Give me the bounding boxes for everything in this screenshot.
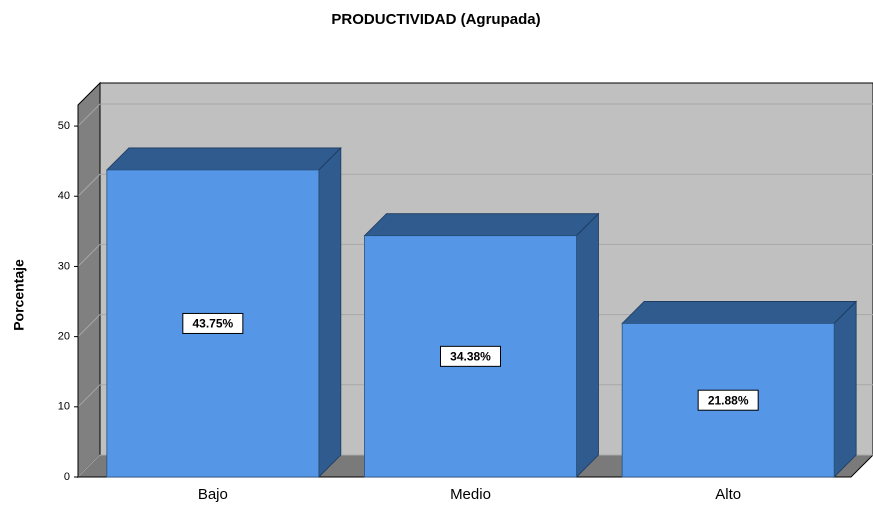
x-tick-label: Alto: [715, 486, 741, 503]
bar-side: [576, 212, 599, 478]
bar-top: [363, 213, 600, 237]
y-tick-label: 30: [58, 260, 70, 272]
grid-line: [77, 314, 101, 337]
data-label-box: [182, 312, 244, 334]
y-tick-label: 20: [58, 331, 70, 343]
x-tick-label: Medio: [450, 486, 491, 503]
bar-top: [105, 147, 342, 171]
grid-line: [77, 244, 101, 267]
grid-line: [77, 103, 101, 127]
data-label: 43.75%: [192, 317, 233, 331]
bar-top: [621, 301, 858, 324]
bar-side: [833, 300, 857, 478]
chart-title: PRODUCTIVIDAD (Agrupada): [331, 11, 540, 28]
data-label: 21.88%: [708, 393, 749, 407]
y-tick-label: 10: [58, 401, 70, 413]
data-label-box: [697, 389, 759, 411]
grid-line: [77, 384, 101, 408]
x-tick-label: Bajo: [198, 486, 228, 503]
data-label: 34.38%: [450, 350, 491, 364]
grid-line: [77, 454, 101, 478]
y-tick-label: 50: [58, 120, 70, 132]
left-wall: [77, 81, 101, 479]
y-tick-label: 0: [64, 471, 70, 483]
y-tick-label: 40: [58, 190, 70, 202]
y-axis-label: Porcentaje: [11, 259, 27, 331]
bar-side: [318, 146, 342, 478]
grid-line: [77, 173, 101, 197]
data-label-box: [440, 345, 501, 367]
